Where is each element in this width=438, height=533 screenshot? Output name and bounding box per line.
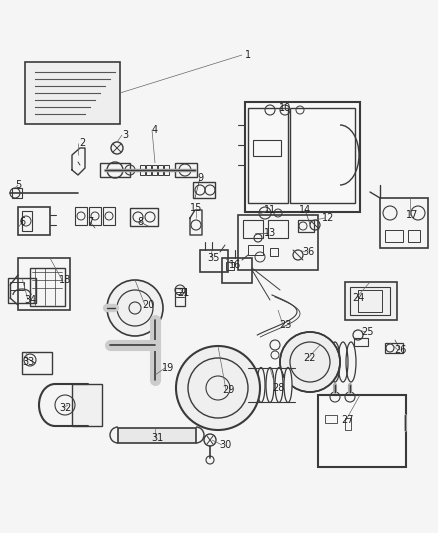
Bar: [8, 278, 36, 303]
Bar: [103, 207, 115, 225]
Bar: [175, 163, 197, 177]
Text: 26: 26: [394, 345, 406, 355]
Bar: [290, 108, 355, 203]
Bar: [253, 140, 281, 156]
Text: 30: 30: [219, 440, 231, 450]
Bar: [358, 290, 382, 312]
Text: 33: 33: [22, 357, 34, 367]
Bar: [350, 287, 390, 315]
Text: 14: 14: [299, 205, 311, 215]
Text: 36: 36: [302, 247, 314, 257]
Ellipse shape: [284, 367, 292, 402]
Bar: [222, 258, 252, 283]
Text: 6: 6: [19, 217, 25, 227]
Bar: [175, 288, 185, 306]
Text: 31: 31: [151, 433, 163, 443]
Bar: [18, 207, 50, 235]
Bar: [385, 343, 403, 353]
Bar: [164, 165, 169, 175]
Text: 12: 12: [322, 213, 334, 223]
Bar: [298, 220, 314, 232]
Bar: [193, 182, 215, 198]
Text: 5: 5: [15, 180, 21, 190]
Bar: [18, 258, 70, 310]
Text: 17: 17: [406, 210, 418, 220]
Text: 24: 24: [352, 293, 364, 303]
Text: 21: 21: [177, 288, 189, 298]
Bar: [385, 230, 403, 242]
Bar: [22, 352, 52, 374]
Bar: [270, 248, 278, 256]
Text: 10: 10: [279, 103, 291, 113]
Circle shape: [176, 346, 260, 430]
Text: 22: 22: [304, 353, 316, 363]
Bar: [325, 415, 337, 423]
Bar: [75, 207, 87, 225]
Bar: [238, 215, 318, 270]
Bar: [200, 250, 228, 272]
Text: 18: 18: [59, 275, 71, 285]
Bar: [380, 198, 428, 248]
Text: 32: 32: [59, 403, 71, 413]
Bar: [345, 282, 397, 320]
Text: 20: 20: [142, 300, 154, 310]
Text: 4: 4: [152, 125, 158, 135]
Bar: [72, 384, 102, 426]
Text: 25: 25: [362, 327, 374, 337]
Bar: [243, 220, 263, 238]
Bar: [152, 165, 157, 175]
Text: 29: 29: [222, 385, 234, 395]
Bar: [89, 207, 101, 225]
Bar: [10, 282, 24, 290]
Bar: [25, 62, 120, 124]
Bar: [354, 338, 368, 346]
Text: 35: 35: [207, 253, 219, 263]
Ellipse shape: [275, 367, 283, 402]
Text: 23: 23: [279, 320, 291, 330]
Bar: [12, 188, 22, 198]
Bar: [248, 108, 288, 203]
Bar: [158, 165, 163, 175]
Circle shape: [107, 280, 163, 336]
Text: 3: 3: [122, 130, 128, 140]
Bar: [318, 395, 406, 467]
Bar: [408, 230, 420, 242]
Text: 9: 9: [197, 173, 203, 183]
Ellipse shape: [257, 367, 265, 402]
Bar: [140, 165, 145, 175]
Ellipse shape: [248, 367, 256, 402]
Text: 1: 1: [245, 50, 251, 60]
Text: 11: 11: [264, 205, 276, 215]
Bar: [268, 220, 288, 238]
Bar: [30, 268, 65, 306]
Text: 15: 15: [190, 203, 202, 213]
Text: 34: 34: [24, 295, 36, 305]
Circle shape: [280, 332, 340, 392]
Bar: [100, 163, 130, 177]
Bar: [22, 211, 32, 231]
Bar: [118, 428, 196, 443]
Ellipse shape: [266, 367, 274, 402]
Bar: [245, 102, 360, 212]
Bar: [226, 262, 234, 270]
Bar: [130, 208, 158, 226]
Text: 19: 19: [162, 363, 174, 373]
Text: 27: 27: [342, 415, 354, 425]
Text: 8: 8: [137, 217, 143, 227]
Text: 13: 13: [264, 228, 276, 238]
Bar: [248, 245, 263, 255]
Bar: [345, 418, 351, 430]
Text: 2: 2: [79, 138, 85, 148]
Text: 28: 28: [272, 383, 284, 393]
Bar: [146, 165, 151, 175]
Text: 16: 16: [229, 260, 241, 270]
Text: 7: 7: [87, 217, 93, 227]
